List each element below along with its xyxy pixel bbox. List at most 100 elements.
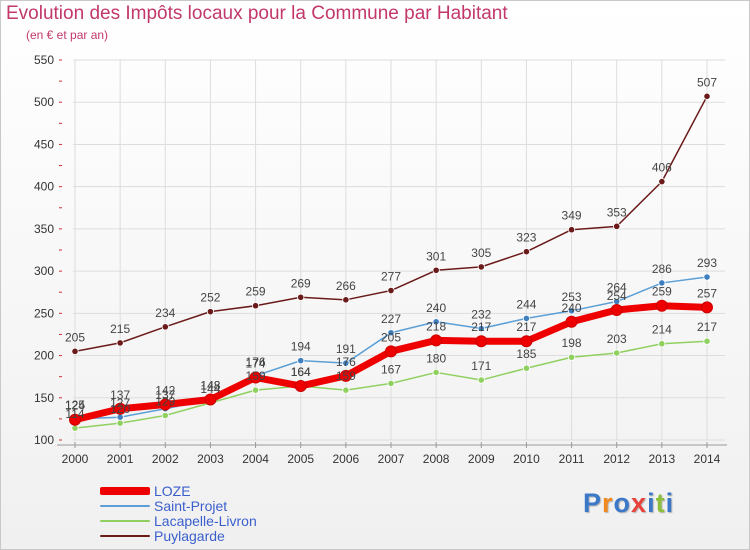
- data-label: 349: [562, 209, 582, 223]
- data-label: 120: [110, 402, 130, 416]
- data-point: [565, 315, 578, 328]
- data-point: [342, 359, 350, 367]
- data-label: 286: [652, 262, 672, 276]
- data-label: 171: [471, 359, 491, 373]
- data-point: [567, 307, 576, 315]
- data-label: 124: [65, 399, 85, 413]
- chart-subtitle: (en € et par an): [26, 28, 109, 42]
- data-point: [613, 349, 621, 357]
- data-label: 114: [65, 407, 84, 421]
- y-tick-label: 250: [34, 306, 54, 320]
- data-point: [655, 299, 668, 312]
- y-tick-label: 300: [34, 264, 54, 278]
- y-tick-label: 350: [34, 222, 54, 236]
- data-point: [703, 337, 711, 345]
- data-label: 176: [246, 355, 266, 369]
- legend-label: LOZE: [154, 483, 191, 499]
- data-point: [522, 248, 531, 256]
- data-point: [204, 393, 217, 406]
- data-label: 203: [607, 332, 627, 346]
- data-point: [249, 371, 262, 384]
- logo-letter: i: [665, 488, 675, 518]
- data-label: 217: [471, 320, 491, 334]
- logo-letter: r: [602, 488, 614, 518]
- legend-label: Puylagarde: [154, 528, 225, 544]
- data-label: 259: [246, 285, 266, 299]
- logo-letter: t: [655, 488, 666, 518]
- data-label: 266: [336, 279, 356, 293]
- data-label: 406: [652, 161, 672, 175]
- data-point: [339, 369, 352, 382]
- x-tick-label: 2014: [694, 452, 721, 466]
- data-label: 264: [607, 281, 627, 295]
- x-tick-label: 2000: [62, 452, 89, 466]
- data-point: [206, 308, 215, 316]
- logo-letter: x: [631, 488, 648, 518]
- data-label: 234: [155, 306, 175, 320]
- data-point: [432, 368, 440, 377]
- data-point: [703, 92, 711, 100]
- data-point: [610, 303, 623, 316]
- data-labels: 205 215 234 252 259 269 266 277 301 305 323 349 353 4…: [65, 75, 717, 421]
- data-label: 127: [110, 396, 130, 410]
- data-label: 507: [697, 75, 717, 89]
- data-point: [387, 329, 395, 337]
- data-label: 259: [652, 285, 672, 299]
- data-point: [387, 286, 395, 295]
- data-point: [116, 339, 124, 347]
- data-label: 174: [246, 357, 266, 371]
- data-point: [294, 379, 307, 392]
- data-point: [114, 402, 127, 415]
- data-point: [477, 324, 485, 333]
- data-point: [430, 334, 443, 347]
- data-label: 293: [697, 256, 717, 270]
- axes: 100 150 200 250 300 350 400 450 500 550 2000 2001 20…: [34, 53, 727, 466]
- y-tick-label: 200: [34, 349, 54, 363]
- x-tick-label: 2011: [559, 452, 585, 466]
- y-tick-label: 500: [34, 95, 54, 109]
- data-label: 244: [516, 297, 536, 311]
- data-label: 218: [426, 319, 446, 333]
- data-point: [703, 273, 711, 281]
- data-label: 214: [652, 323, 672, 337]
- data-label: 353: [607, 205, 627, 219]
- data-label: 227: [381, 312, 401, 326]
- legend-swatch: [100, 535, 150, 537]
- data-label: 194: [291, 340, 311, 354]
- data-label: 148: [200, 378, 220, 392]
- x-tick-label: 2001: [107, 452, 134, 466]
- data-point: [658, 178, 666, 186]
- data-label: 301: [426, 249, 446, 263]
- data-label: 167: [381, 362, 401, 376]
- y-tick-label: 100: [34, 433, 54, 447]
- y-tick-label: 400: [34, 180, 54, 194]
- data-label: 142: [155, 384, 175, 398]
- data-label: 137: [110, 388, 130, 402]
- data-label: 159: [246, 369, 266, 383]
- data-point: [161, 411, 169, 420]
- y-tick-label: 450: [34, 137, 54, 151]
- series-lines: [69, 92, 713, 432]
- logo-letter: P: [583, 488, 603, 518]
- legend-label: Saint-Projet: [154, 498, 228, 514]
- data-point: [385, 345, 397, 358]
- data-label: 125: [65, 398, 85, 412]
- chart-title: Evolution des Impôts locaux pour la Comm…: [6, 3, 508, 24]
- data-point: [387, 379, 395, 388]
- data-point: [71, 347, 79, 355]
- data-point: [251, 302, 260, 310]
- data-label: 232: [471, 308, 491, 322]
- data-label: 217: [516, 320, 536, 334]
- y-tick-label: 550: [34, 53, 54, 67]
- legend-label: Lacapelle-Livron: [154, 513, 257, 529]
- x-tick-label: 2008: [423, 452, 450, 466]
- data-label: 191: [336, 342, 356, 356]
- data-label: 305: [471, 246, 491, 260]
- x-tick-label: 2003: [197, 452, 224, 466]
- data-point: [475, 335, 488, 348]
- data-point: [432, 318, 440, 326]
- data-label: 164: [291, 365, 311, 379]
- legend-swatch: [100, 520, 150, 522]
